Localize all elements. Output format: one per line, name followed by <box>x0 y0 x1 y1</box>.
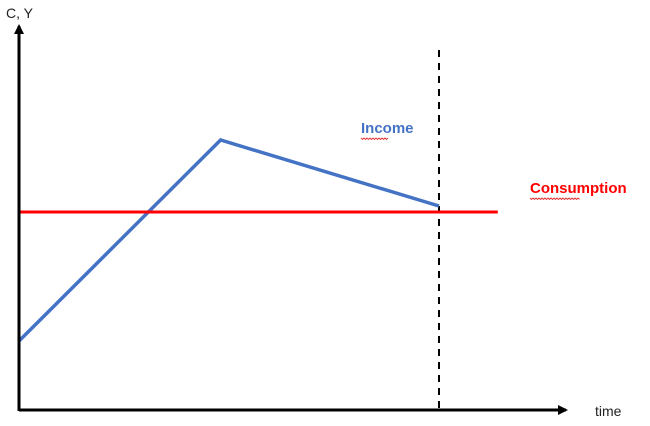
y-axis-label: C, Y <box>6 5 34 21</box>
labels-layer: Income Consumption <box>360 120 627 201</box>
series-label-income: Income <box>361 120 414 137</box>
series-line-income <box>17 138 440 343</box>
x-axis-label: time <box>595 403 622 419</box>
spellcheck-underline-consumption <box>529 197 580 201</box>
series-label-consumption: Consumption <box>530 180 627 197</box>
marks-layer <box>17 50 498 410</box>
spellcheck-underline-income <box>360 137 389 141</box>
